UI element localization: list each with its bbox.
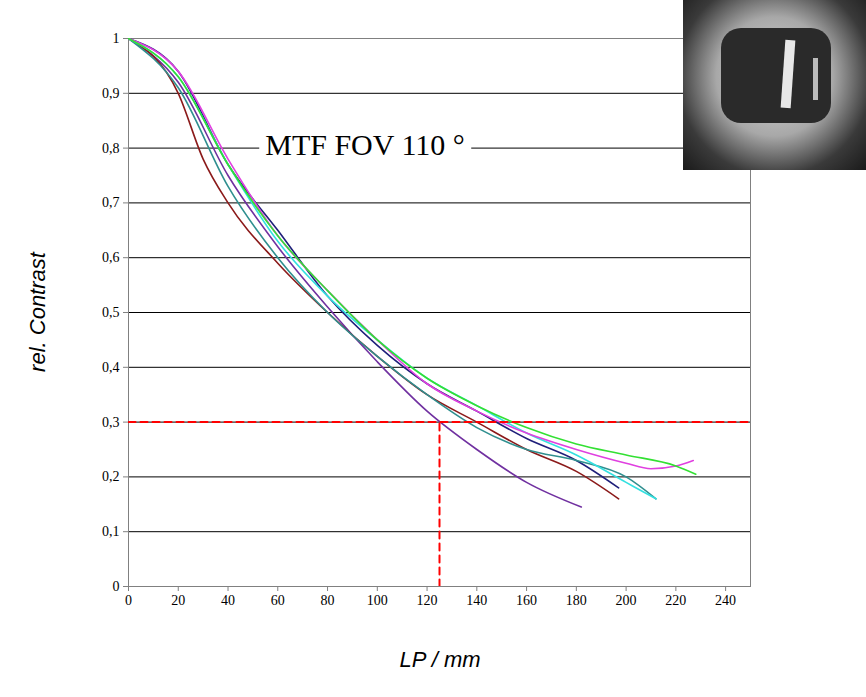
svg-text:180: 180 — [566, 593, 587, 608]
svg-text:80: 80 — [321, 593, 335, 608]
svg-text:0,1: 0,1 — [102, 524, 120, 539]
html-text:rel. Contrast: rel. Contrast — [25, 252, 50, 372]
svg-text:20: 20 — [171, 593, 185, 608]
html-text:MTF FOV 110 °: MTF FOV 110 ° — [265, 128, 465, 161]
svg-text:200: 200 — [616, 593, 637, 608]
svg-text:0,8: 0,8 — [102, 141, 120, 156]
svg-text:1: 1 — [113, 31, 120, 46]
svg-text:0,9: 0,9 — [102, 86, 120, 101]
svg-text:140: 140 — [466, 593, 487, 608]
svg-text:120: 120 — [417, 593, 438, 608]
svg-text:0,7: 0,7 — [102, 195, 120, 210]
svg-text:100: 100 — [367, 593, 388, 608]
svg-text:0: 0 — [125, 593, 132, 608]
svg-text:240: 240 — [715, 593, 736, 608]
svg-text:0,5: 0,5 — [102, 305, 120, 320]
svg-text:40: 40 — [221, 593, 235, 608]
svg-text:0,3: 0,3 — [102, 415, 120, 430]
html-text:LP / mm: LP / mm — [399, 647, 481, 672]
svg-text:0,4: 0,4 — [102, 360, 120, 375]
svg-text:60: 60 — [271, 593, 285, 608]
svg-text:0: 0 — [113, 579, 120, 594]
svg-text:220: 220 — [665, 593, 686, 608]
svg-text:160: 160 — [516, 593, 537, 608]
svg-text:0,2: 0,2 — [102, 469, 120, 484]
svg-text:0,6: 0,6 — [102, 250, 120, 265]
